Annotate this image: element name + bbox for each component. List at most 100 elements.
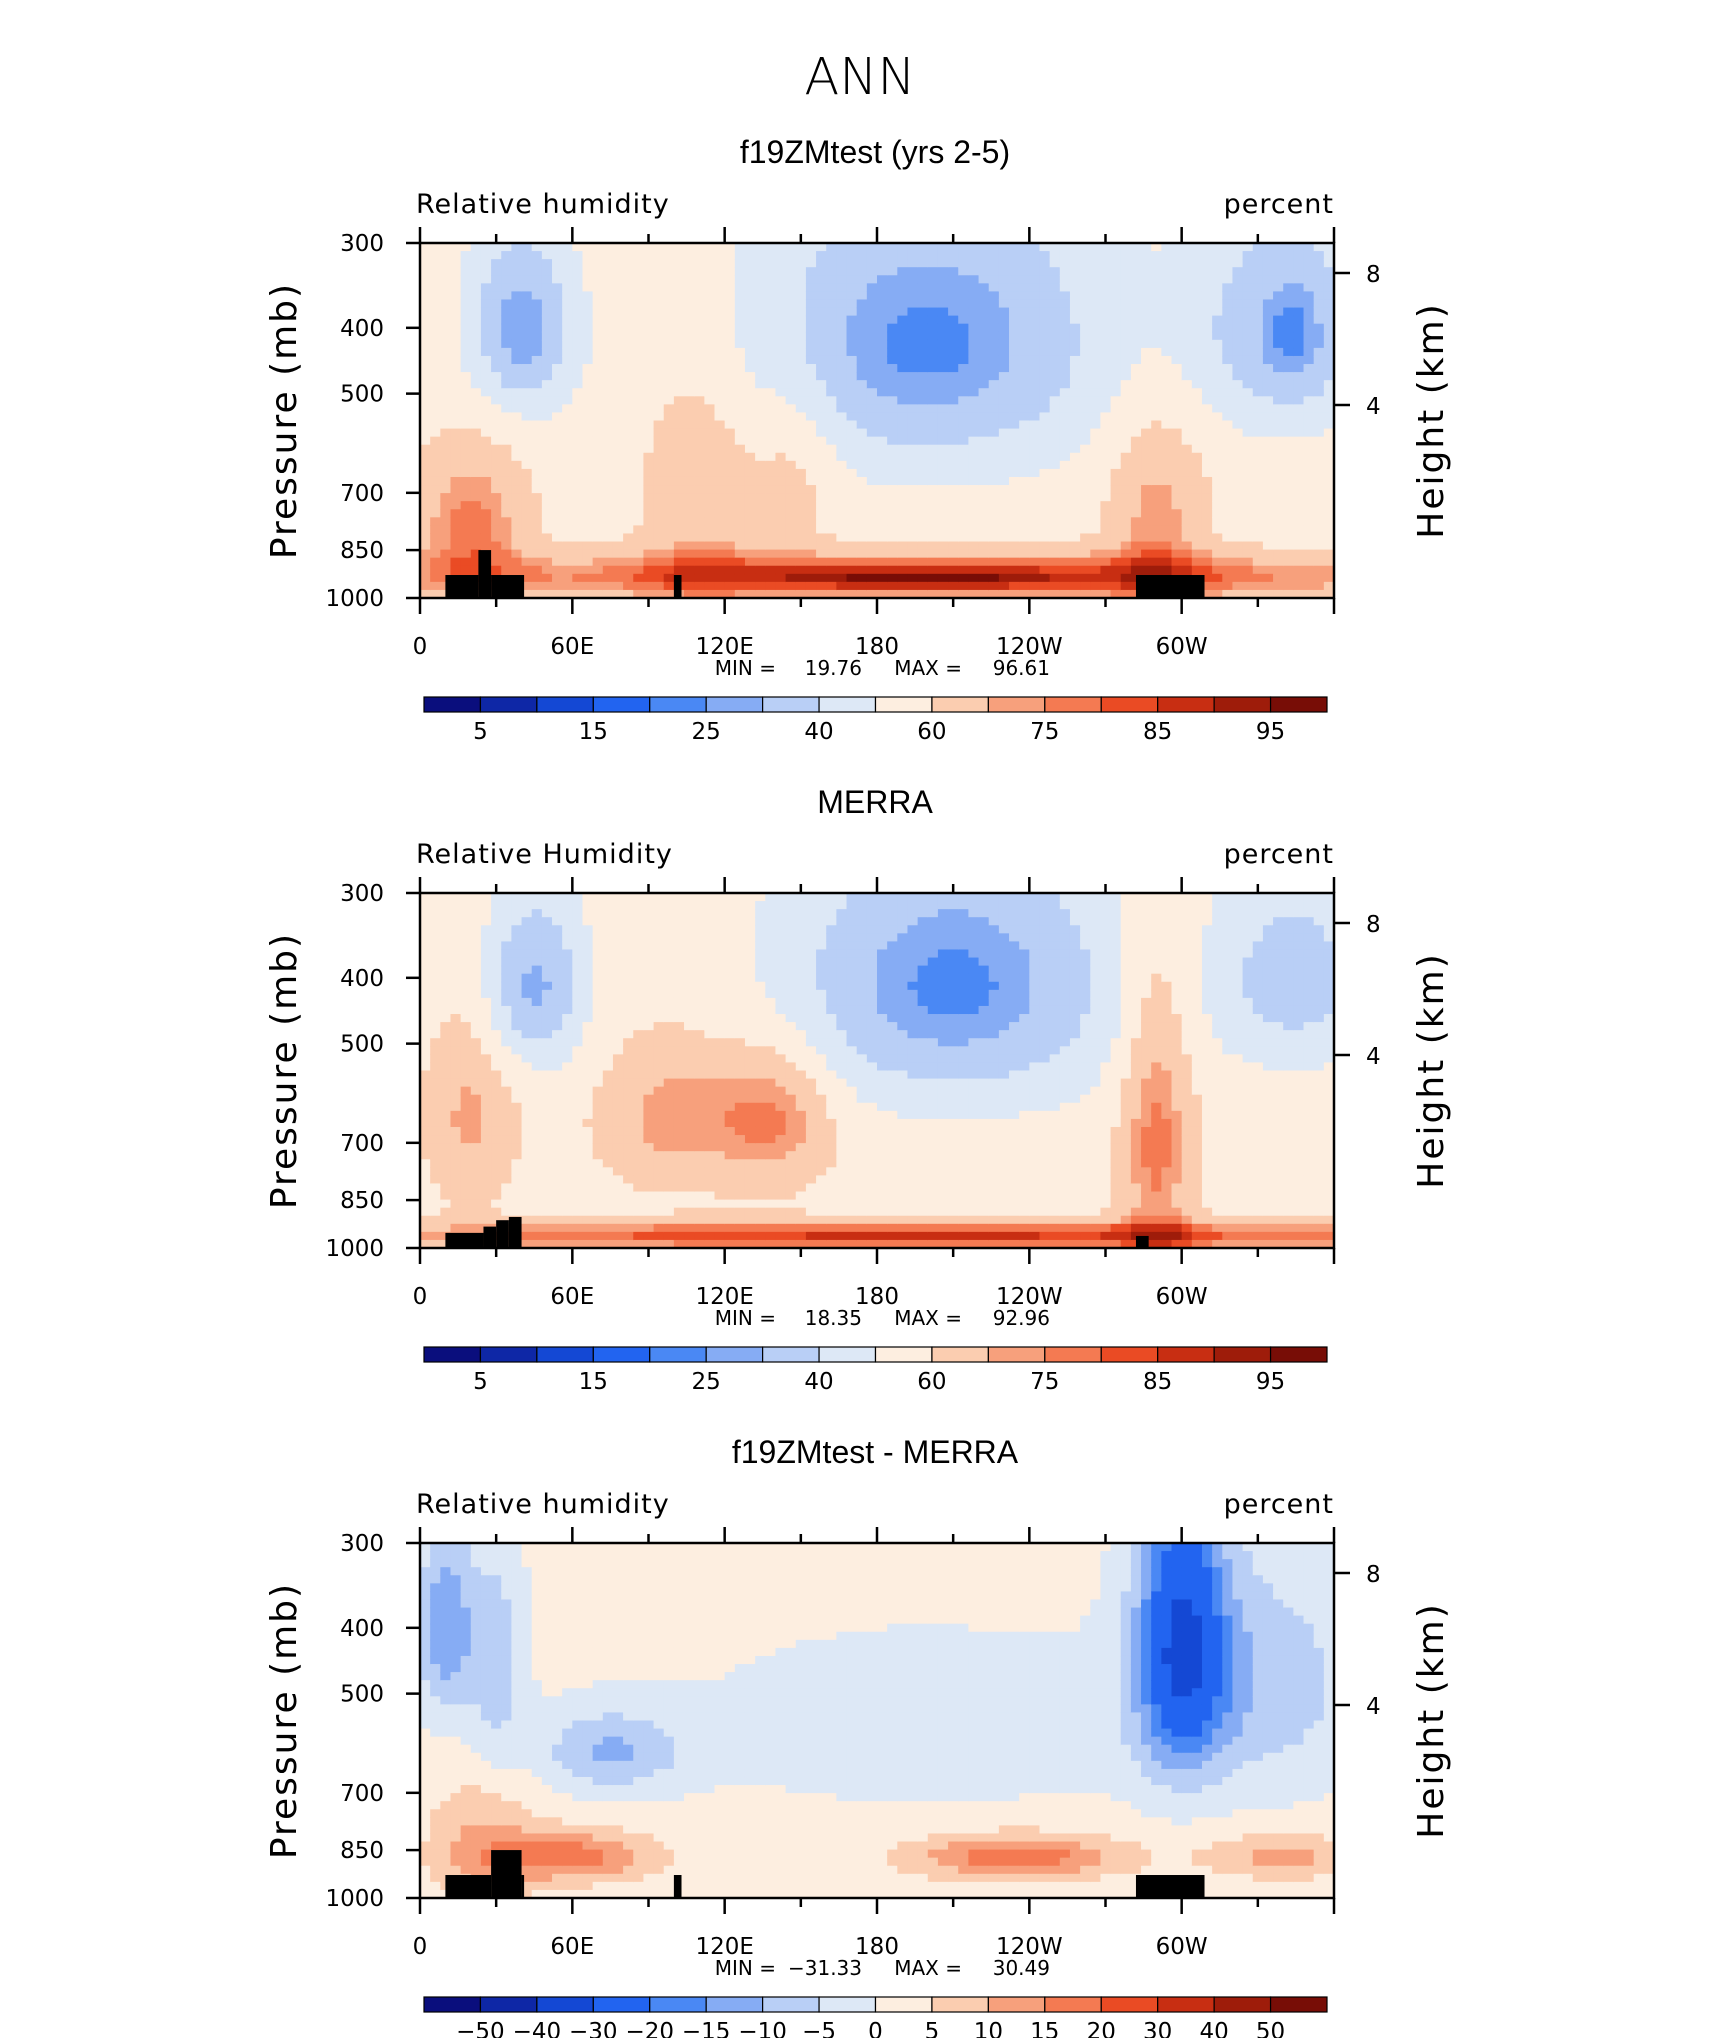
contour-cell: [1151, 251, 1162, 260]
contour-cell: [1009, 493, 1020, 502]
contour-cell: [877, 315, 888, 325]
contour-cell: [673, 565, 685, 575]
contour-cell: [968, 267, 980, 276]
contour-cell: [1171, 396, 1183, 405]
contour-cell: [1090, 436, 1102, 446]
contour-cell: [1222, 525, 1234, 535]
contour-cell: [1161, 339, 1173, 349]
contour-cell: [470, 364, 482, 373]
contour-cell: [988, 468, 1000, 478]
contour-cell: [501, 251, 512, 260]
contour-cell: [1059, 565, 1071, 575]
contour-cell: [1130, 243, 1142, 252]
contour-cell: [562, 420, 573, 430]
contour-cell: [1323, 557, 1335, 567]
contour-cell: [958, 364, 969, 373]
contour-cell: [1191, 355, 1203, 365]
contour-cell: [491, 299, 502, 309]
contour-cell: [1090, 323, 1102, 333]
contour-cell: [1212, 468, 1223, 478]
contour-cell: [866, 251, 878, 260]
contour-cell: [531, 364, 543, 373]
contour-cell: [440, 565, 452, 575]
contour-cell: [450, 925, 462, 934]
contour-cell: [470, 565, 482, 575]
contour-cell: [785, 380, 797, 389]
contour-cell: [1130, 428, 1142, 438]
contour-cell: [1212, 396, 1223, 405]
contour-cell: [1151, 565, 1162, 575]
contour-cell: [1313, 355, 1325, 365]
contour-cell: [1171, 533, 1183, 543]
contour-cell: [643, 549, 655, 559]
contour-cell: [521, 299, 533, 309]
contour-cell: [826, 452, 837, 462]
height-tick-label: 4: [1366, 394, 1381, 420]
contour-cell: [460, 1159, 472, 1168]
contour-cell: [460, 1070, 472, 1080]
contour-cell: [1161, 275, 1173, 284]
contour-cell: [1069, 581, 1081, 591]
contour-cell: [816, 565, 827, 575]
contour-cell: [1080, 517, 1091, 526]
contour-cell: [470, 1159, 482, 1168]
contour-cell: [714, 420, 726, 430]
contour-cell: [968, 557, 980, 567]
contour-cell: [643, 444, 655, 454]
contour-cell: [1181, 355, 1193, 365]
contour-cell: [562, 1126, 573, 1136]
contour-cell: [765, 339, 777, 349]
contour-cell: [1100, 436, 1112, 446]
contour-cell: [623, 1143, 634, 1152]
contour-cell: [420, 1199, 431, 1209]
contour-cell: [501, 901, 512, 910]
min-label: MIN =: [715, 656, 776, 680]
contour-cell: [1059, 355, 1071, 365]
contour-cell: [541, 380, 553, 389]
contour-cell: [724, 420, 736, 430]
contour-cell: [978, 243, 990, 252]
contour-cell: [623, 1005, 634, 1015]
contour-cell: [521, 957, 533, 967]
contour-cell: [653, 267, 665, 276]
contour-cell: [450, 557, 462, 567]
contour-cell: [1313, 581, 1325, 591]
contour-cell: [491, 243, 502, 252]
contour-cell: [765, 404, 777, 414]
contour-cell: [1090, 428, 1102, 438]
contour-cell: [582, 460, 594, 470]
contour-cell: [704, 468, 716, 478]
contour-cell: [420, 436, 431, 446]
contour-cell: [501, 283, 512, 293]
contour-cell: [704, 412, 716, 422]
contour-cell: [572, 1005, 584, 1015]
contour-cell: [1303, 573, 1315, 583]
contour-cell: [1019, 557, 1030, 567]
contour-cell: [816, 517, 827, 526]
contour-cell: [887, 243, 898, 252]
contour-cell: [978, 412, 990, 422]
contour-cell: [785, 331, 797, 341]
contour-cell: [948, 380, 959, 389]
contour-cell: [1161, 493, 1173, 502]
contour-cell: [592, 581, 604, 591]
contour-cell: [531, 1231, 543, 1241]
contour-cell: [643, 573, 655, 583]
contour-cell: [1262, 291, 1274, 301]
contour-cell: [602, 925, 614, 934]
contour-cell: [1293, 283, 1305, 293]
contour-cell: [602, 436, 614, 446]
contour-cell: [877, 557, 888, 567]
contour-cell: [846, 315, 858, 325]
contour-cell: [704, 339, 716, 349]
contour-cell: [805, 355, 817, 365]
contour-cell: [470, 509, 482, 518]
contour-cell: [531, 428, 543, 438]
contour-cell: [694, 380, 705, 389]
contour-cell: [1029, 347, 1041, 357]
contour-cell: [572, 965, 584, 975]
contour-cell: [420, 420, 431, 430]
contour-cell: [491, 965, 502, 975]
contour-cell: [663, 428, 675, 438]
contour-cell: [1019, 589, 1030, 599]
